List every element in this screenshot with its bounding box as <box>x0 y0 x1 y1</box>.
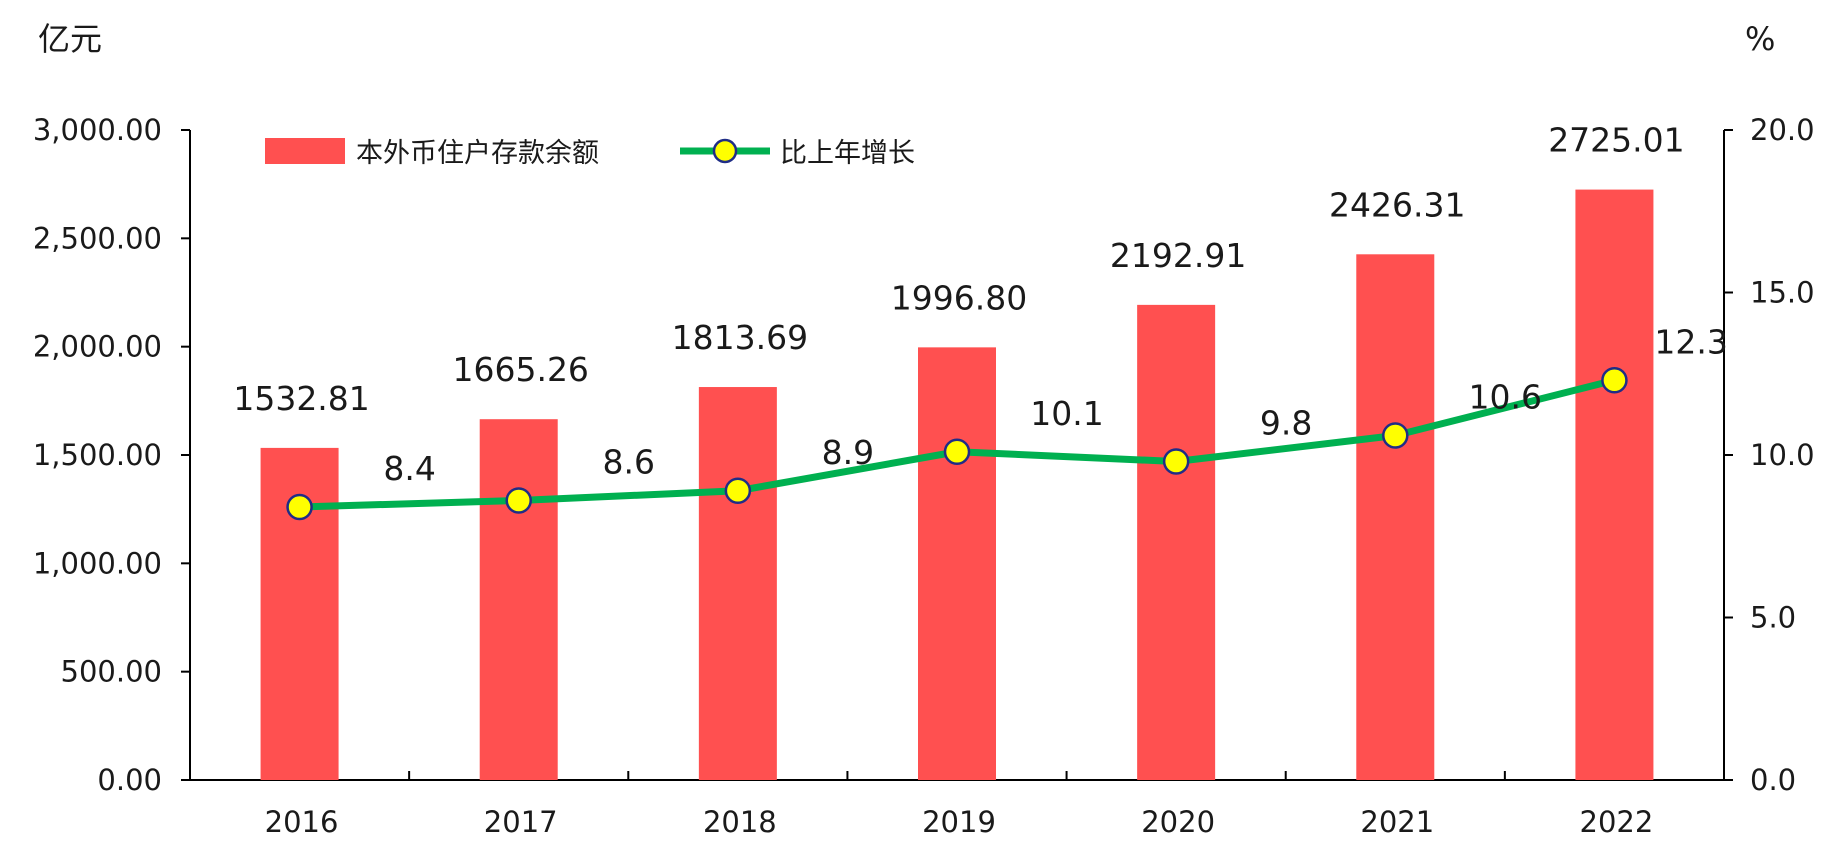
line-point <box>1382 422 1409 449</box>
line-series <box>286 367 1628 521</box>
line-point <box>724 477 752 504</box>
bar-value-label: 1532.81 <box>233 379 369 418</box>
line-point <box>286 493 313 521</box>
right-tick-label: 5.0 <box>1750 601 1796 635</box>
x-tick-label: 2022 <box>1580 805 1654 839</box>
bar <box>479 419 558 780</box>
line-point <box>505 487 532 514</box>
left-tick-label: 2,500.00 <box>33 221 162 255</box>
line-value-label: 12.3 <box>1654 322 1727 361</box>
right-unit-label: % <box>1745 20 1775 58</box>
bar-value-label: 2192.91 <box>1110 236 1246 275</box>
right-tick-label: 20.0 <box>1750 113 1815 147</box>
bar-value-label: 2426.31 <box>1329 185 1465 224</box>
line-point <box>943 438 971 465</box>
x-tick-label: 2018 <box>703 805 777 839</box>
legend-bar-swatch <box>265 138 345 164</box>
x-tick-label: 2017 <box>484 805 558 839</box>
line-point <box>1601 367 1628 394</box>
x-tick-label: 2016 <box>265 805 339 839</box>
legend: 本外币住户存款余额 比上年增长 <box>265 138 915 169</box>
bar <box>698 387 777 780</box>
left-tick-label: 2,000.00 <box>33 330 162 364</box>
line-point <box>1162 448 1190 475</box>
bar <box>918 347 996 780</box>
left-tick-label: 1,500.00 <box>33 438 162 472</box>
line-value-label: 8.9 <box>822 433 874 472</box>
line-value-label: 10.6 <box>1469 378 1542 417</box>
bar-value-label: 1813.69 <box>672 318 808 357</box>
data-labels: 1532.81 1665.26 1813.69 1996.80 2192.91 2426.… <box>233 121 1728 488</box>
left-tick-label: 500.00 <box>61 655 162 689</box>
bar-value-label: 1665.26 <box>452 350 588 389</box>
line-value-label: 10.1 <box>1030 394 1103 433</box>
right-tick-label: 10.0 <box>1750 438 1815 472</box>
bar <box>1575 189 1654 780</box>
bar <box>1356 254 1435 780</box>
bar-value-label: 1996.80 <box>891 278 1027 317</box>
x-tick-label: 2019 <box>922 805 996 839</box>
left-unit-label: 亿元 <box>38 20 102 58</box>
right-tick-label: 15.0 <box>1750 276 1815 310</box>
left-tick-label: 0.00 <box>97 763 162 797</box>
legend-line-label: 比上年增长 <box>780 138 915 169</box>
x-tick-label: 2020 <box>1141 805 1215 839</box>
bar-value-label: 2725.01 <box>1548 121 1684 160</box>
right-tick-label: 0.0 <box>1750 763 1796 797</box>
x-tick-label: 2021 <box>1360 805 1434 839</box>
legend-bar-label: 本外币住户存款余额 <box>356 138 599 169</box>
line-value-label: 8.4 <box>383 449 435 488</box>
line-value-label: 9.8 <box>1260 404 1312 443</box>
legend-line-marker <box>712 138 738 164</box>
bar-series <box>260 189 1654 780</box>
axes: 0.00 500.00 1,000.00 1,500.00 2,000.00 2,500.… <box>33 113 1815 839</box>
left-tick-label: 1,000.00 <box>33 546 162 580</box>
left-tick-label: 3,000.00 <box>33 113 162 147</box>
line-value-label: 8.6 <box>602 443 654 482</box>
bar <box>1137 304 1216 780</box>
